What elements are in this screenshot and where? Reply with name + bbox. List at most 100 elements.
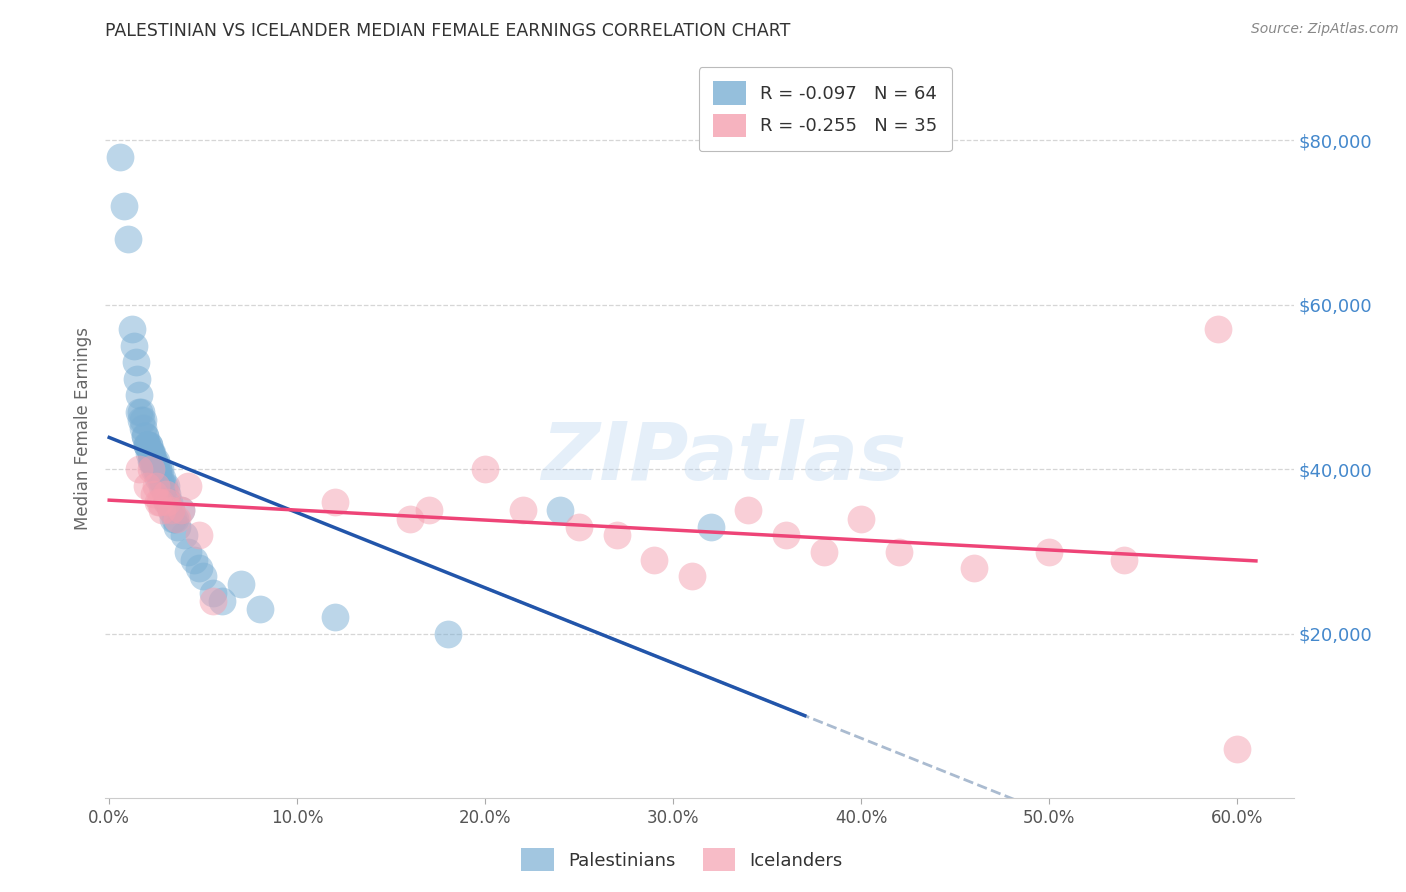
Point [135,437,157,451]
Point [122,339,145,353]
Point [145,454,167,468]
Point [183,553,205,567]
Point [229,577,252,591]
Point [849,511,872,525]
Point [141,454,163,468]
Point [700,520,723,534]
Point [134,429,156,443]
Point [188,528,211,542]
Point [1038,544,1060,558]
Point [132,413,155,427]
Point [963,561,986,575]
Point [138,446,160,460]
Point [249,602,271,616]
Point [112,199,135,213]
Point [150,503,173,517]
Point [173,528,195,542]
Point [149,462,172,476]
Point [145,462,167,476]
Point [160,503,183,517]
Point [150,479,173,493]
Point [117,232,139,246]
Point [606,528,628,542]
Point [160,503,183,517]
Point [143,462,166,476]
Point [474,462,496,476]
Point [135,437,157,451]
Point [1114,553,1136,567]
Point [155,479,177,493]
Text: Source: ZipAtlas.com: Source: ZipAtlas.com [1251,22,1399,37]
Point [775,528,797,542]
Point [568,520,591,534]
Point [169,503,191,517]
Point [128,405,150,419]
Point [156,495,179,509]
Point [166,520,188,534]
Point [201,585,224,599]
Point [512,503,534,517]
Point [146,495,169,509]
Point [138,437,160,451]
Point [157,495,180,509]
Point [152,479,174,493]
Point [177,544,200,558]
Point [156,487,179,501]
Point [156,495,179,509]
Point [813,544,835,558]
Point [737,503,759,517]
Legend: Palestinians, Icelanders: Palestinians, Icelanders [513,841,851,879]
Point [128,388,150,402]
Point [139,454,162,468]
Point [143,487,166,501]
Point [135,437,157,451]
Point [145,462,167,476]
Point [166,511,188,525]
Point [143,454,166,468]
Point [169,503,191,517]
Point [139,446,162,460]
Point [162,511,184,525]
Y-axis label: Median Female Earnings: Median Female Earnings [73,326,91,530]
Point [149,470,172,484]
Point [1226,742,1249,756]
Point [134,429,156,443]
Point [135,479,157,493]
Point [145,479,167,493]
Point [188,561,211,575]
Text: PALESTINIAN VS ICELANDER MEDIAN FEMALE EARNINGS CORRELATION CHART: PALESTINIAN VS ICELANDER MEDIAN FEMALE E… [105,22,790,40]
Point [323,495,346,509]
Point [436,627,458,641]
Point [149,495,172,509]
Point [193,569,215,583]
Point [139,446,162,460]
Point [143,454,166,468]
Point [141,454,163,468]
Point [201,594,224,608]
Legend: R = -0.097   N = 64, R = -0.255   N = 35: R = -0.097 N = 64, R = -0.255 N = 35 [699,67,952,152]
Point [887,544,910,558]
Point [132,421,155,435]
Point [163,511,186,525]
Point [418,503,440,517]
Point [146,462,169,476]
Point [1208,322,1230,336]
Point [138,437,160,451]
Point [141,446,163,460]
Point [146,470,169,484]
Point [139,446,162,460]
Point [681,569,703,583]
Point [323,610,346,624]
Point [128,462,150,476]
Point [177,479,200,493]
Point [211,594,233,608]
Point [121,322,143,336]
Point [129,405,152,419]
Text: ZIPatlas: ZIPatlas [541,418,905,497]
Point [155,487,177,501]
Point [150,470,173,484]
Point [129,413,152,427]
Point [643,553,665,567]
Point [399,511,422,525]
Point [110,150,132,164]
